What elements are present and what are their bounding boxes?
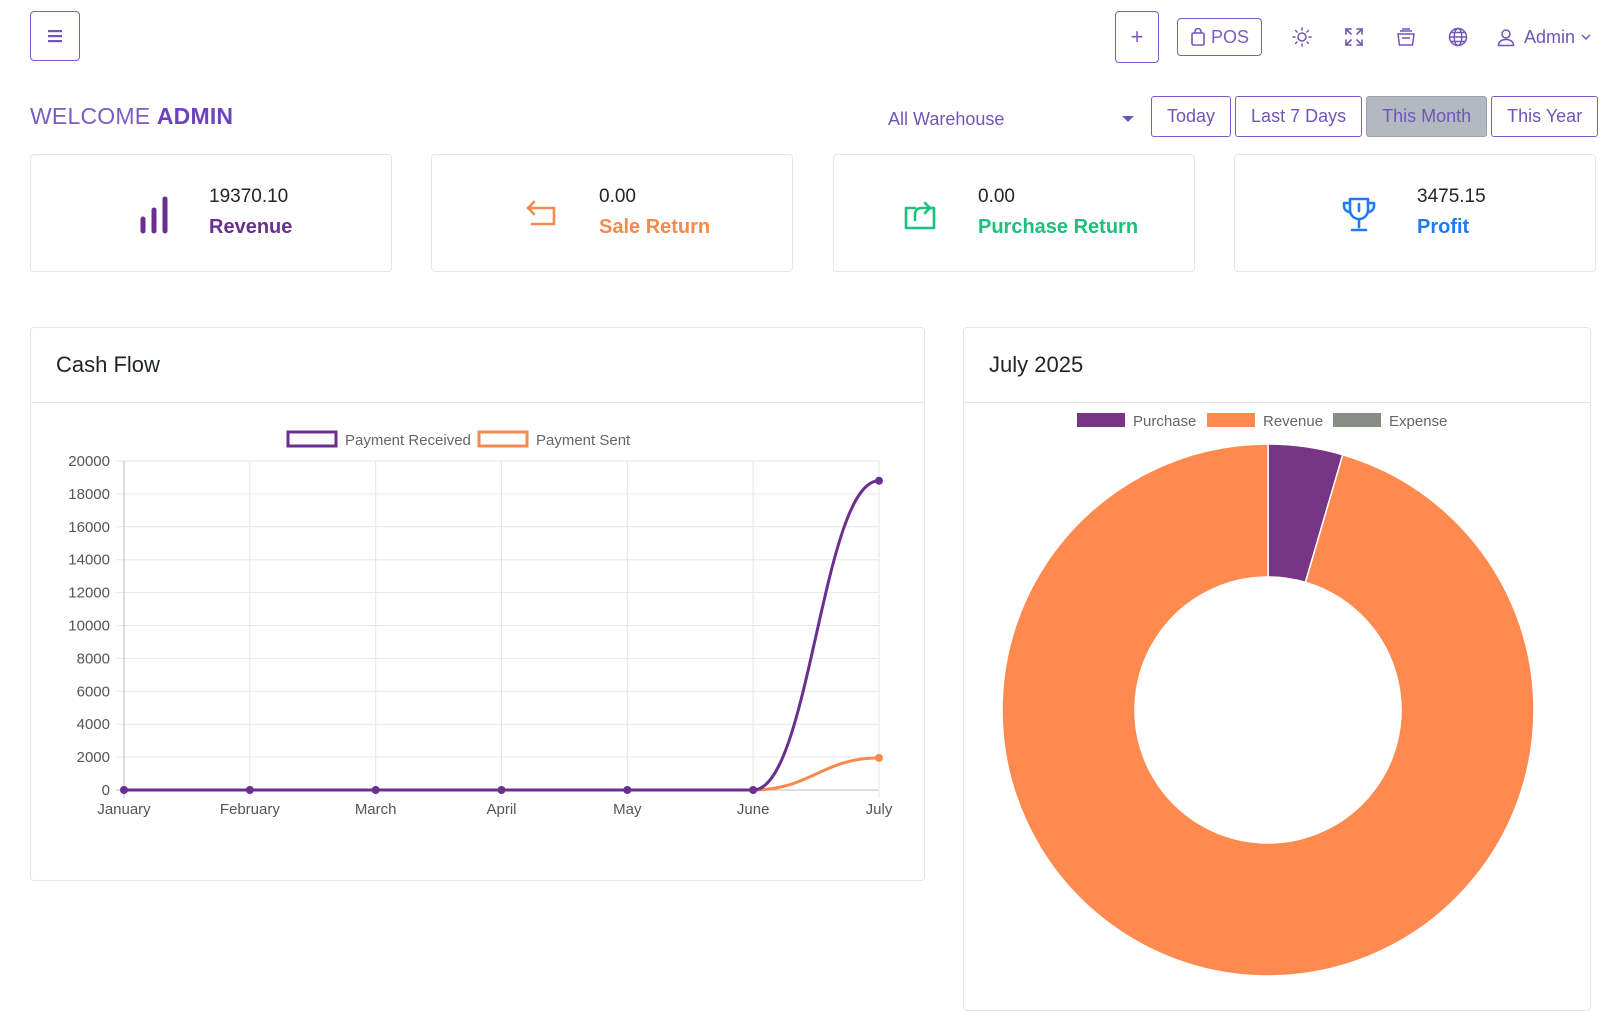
- legend-item[interactable]: Payment Received: [286, 430, 471, 449]
- legend-swatch: [1077, 413, 1125, 427]
- range-year-button[interactable]: This Year: [1491, 96, 1599, 137]
- welcome-prefix: WELCOME: [30, 103, 151, 129]
- caret-down-icon: [1122, 116, 1134, 122]
- monthly-summary-panel: July 2025 Purchase Revenue Expense: [963, 327, 1591, 1011]
- x-tick-label: May: [613, 801, 642, 818]
- range-last7-button[interactable]: Last 7 Days: [1235, 96, 1363, 137]
- y-tick-label: 8000: [77, 650, 110, 667]
- inbox-icon: [1397, 28, 1415, 46]
- y-tick-label: 10000: [68, 618, 110, 635]
- legend-label: Payment Sent: [536, 432, 631, 449]
- cash-flow-title: Cash Flow: [31, 328, 924, 403]
- purchase-return-icon: [900, 193, 940, 237]
- expand-icon: [1345, 28, 1363, 46]
- date-range-group: Today Last 7 Days This Month This Year: [1151, 96, 1599, 137]
- legend-swatch: [286, 430, 338, 448]
- purchase-return-value: 0.00: [978, 186, 1015, 207]
- range-today-button[interactable]: Today: [1151, 96, 1232, 137]
- revenue-card[interactable]: 19370.10 Revenue: [30, 154, 392, 272]
- legend-item[interactable]: Payment Sent: [477, 430, 631, 449]
- sale-return-card[interactable]: 0.00 Sale Return: [431, 154, 793, 272]
- donut-slice[interactable]: [1001, 443, 1535, 977]
- data-point[interactable]: [120, 786, 128, 794]
- y-tick-label: 4000: [77, 716, 110, 733]
- pos-button[interactable]: POS: [1177, 18, 1263, 56]
- warehouse-select[interactable]: All Warehouse: [888, 104, 1140, 134]
- purchase-return-card[interactable]: 0.00 Purchase Return: [833, 154, 1195, 272]
- hamburger-icon: [48, 30, 62, 43]
- shopping-bag-icon: [1191, 28, 1205, 46]
- legend-swatch: [477, 430, 529, 448]
- monthly-summary-chart: Purchase Revenue Expense: [1001, 413, 1535, 977]
- trophy-icon: [1339, 193, 1379, 237]
- theme-toggle[interactable]: [1290, 25, 1314, 49]
- x-tick-label: March: [355, 801, 397, 818]
- legend-label: Payment Received: [345, 432, 471, 449]
- user-icon: [1497, 29, 1515, 47]
- legend-item[interactable]: Revenue: [1207, 413, 1323, 430]
- y-tick-label: 20000: [68, 453, 110, 470]
- y-tick-label: 14000: [68, 552, 110, 569]
- revenue-label: Revenue: [209, 216, 293, 238]
- legend-swatch: [1207, 413, 1255, 427]
- add-button[interactable]: +: [1115, 11, 1159, 63]
- sale-return-value: 0.00: [599, 186, 636, 207]
- data-point[interactable]: [875, 753, 883, 762]
- user-menu[interactable]: Admin: [1496, 27, 1592, 48]
- x-tick-label: June: [737, 801, 770, 818]
- revenue-value: 19370.10: [209, 186, 289, 207]
- x-tick-label: January: [97, 801, 151, 818]
- profit-label: Profit: [1417, 216, 1470, 238]
- return-arrow-icon: [522, 193, 562, 237]
- monthly-summary-title: July 2025: [964, 328, 1590, 403]
- legend-label: Expense: [1389, 413, 1447, 430]
- purchase-return-label: Purchase Return: [978, 216, 1139, 238]
- data-point[interactable]: [245, 786, 254, 794]
- sale-return-label: Sale Return: [599, 216, 711, 238]
- language-toggle[interactable]: [1446, 25, 1470, 49]
- data-point[interactable]: [749, 786, 758, 794]
- series-line: [124, 479, 880, 792]
- legend-label: Revenue: [1263, 413, 1323, 430]
- y-tick-label: 6000: [77, 683, 110, 700]
- data-point[interactable]: [623, 786, 632, 794]
- y-tick-label: 18000: [68, 486, 110, 503]
- y-tick-label: 0: [102, 782, 110, 799]
- y-tick-label: 12000: [68, 585, 110, 602]
- globe-icon: [1448, 27, 1468, 47]
- topbar-actions: + POS: [1115, 11, 1592, 63]
- welcome-heading: WELCOME ADMIN: [30, 103, 233, 130]
- legend-swatch: [1333, 413, 1381, 427]
- notifications-toggle[interactable]: [1394, 25, 1418, 49]
- y-tick-label: 2000: [77, 749, 110, 766]
- cash-flow-chart: 0 2000 4000 6000 8000 10000 12000 14000 16000 180…: [68, 430, 893, 818]
- legend-item[interactable]: Purchase: [1077, 413, 1196, 430]
- user-name: Admin: [1524, 26, 1576, 47]
- chevron-down-icon: [1581, 34, 1591, 41]
- data-point[interactable]: [371, 786, 380, 794]
- pos-button-label: POS: [1211, 26, 1250, 47]
- sun-icon: [1292, 27, 1312, 47]
- legend-label: Purchase: [1133, 413, 1196, 430]
- y-tick-label: 16000: [68, 519, 110, 536]
- profit-card[interactable]: 3475.15 Profit: [1234, 154, 1596, 272]
- range-month-button[interactable]: This Month: [1366, 96, 1488, 137]
- fullscreen-toggle[interactable]: [1342, 25, 1366, 49]
- cash-flow-panel: Cash Flow 0 2000 4000 6000 8000 10000 12000 140…: [30, 327, 925, 881]
- welcome-name: ADMIN: [156, 103, 234, 129]
- menu-toggle-button[interactable]: [30, 11, 80, 61]
- warehouse-select-value: All Warehouse: [888, 108, 1005, 129]
- x-tick-label: July: [866, 801, 893, 818]
- legend-item[interactable]: Expense: [1333, 413, 1447, 430]
- profit-value: 3475.15: [1417, 186, 1486, 207]
- data-point[interactable]: [497, 786, 506, 794]
- bar-chart-icon: [135, 193, 175, 237]
- x-tick-label: February: [220, 801, 281, 818]
- data-point[interactable]: [875, 476, 883, 485]
- x-tick-label: April: [486, 801, 516, 818]
